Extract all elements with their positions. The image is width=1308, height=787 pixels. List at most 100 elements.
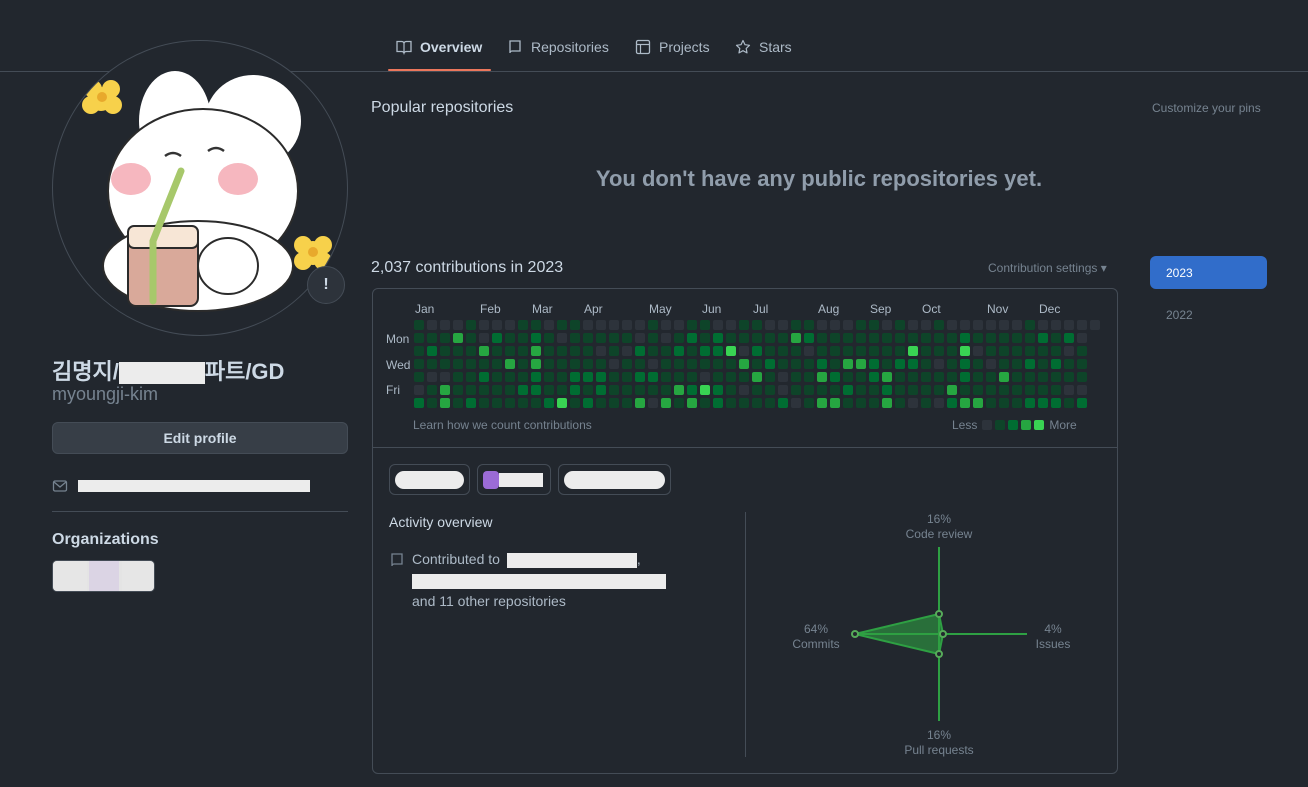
contribution-day-cell[interactable] [648,333,658,343]
contribution-day-cell[interactable] [570,372,580,382]
contribution-day-cell[interactable] [453,385,463,395]
contribution-day-cell[interactable] [674,333,684,343]
contribution-day-cell[interactable] [908,385,918,395]
contribution-day-cell[interactable] [999,385,1009,395]
contribution-day-cell[interactable] [804,372,814,382]
contribution-day-cell[interactable] [479,398,489,408]
contribution-day-cell[interactable] [1064,346,1074,356]
contribution-day-cell[interactable] [843,346,853,356]
contribution-day-cell[interactable] [596,398,606,408]
contribution-day-cell[interactable] [739,398,749,408]
contribution-day-cell[interactable] [635,333,645,343]
contribution-day-cell[interactable] [492,333,502,343]
contribution-day-cell[interactable] [622,333,632,343]
contribution-day-cell[interactable] [622,398,632,408]
contribution-day-cell[interactable] [427,320,437,330]
contribution-day-cell[interactable] [713,398,723,408]
contribution-day-cell[interactable] [1038,372,1048,382]
contribution-day-cell[interactable] [596,359,606,369]
contribution-day-cell[interactable] [921,385,931,395]
org-filter-chip[interactable] [389,464,470,495]
contribution-day-cell[interactable] [947,372,957,382]
org-filter-chip[interactable] [477,464,551,495]
contribution-day-cell[interactable] [479,333,489,343]
contribution-day-cell[interactable] [895,398,905,408]
contribution-day-cell[interactable] [856,385,866,395]
contribution-day-cell[interactable] [1012,385,1022,395]
contribution-day-cell[interactable] [700,385,710,395]
contribution-day-cell[interactable] [674,346,684,356]
contribution-day-cell[interactable] [752,333,762,343]
contribution-day-cell[interactable] [635,346,645,356]
contribution-day-cell[interactable] [882,333,892,343]
contribution-day-cell[interactable] [1051,359,1061,369]
contribution-day-cell[interactable] [570,398,580,408]
contribution-day-cell[interactable] [544,320,554,330]
contribution-day-cell[interactable] [518,359,528,369]
contribution-day-cell[interactable] [440,359,450,369]
contribution-day-cell[interactable] [895,359,905,369]
contribution-day-cell[interactable] [1012,333,1022,343]
contribution-day-cell[interactable] [427,346,437,356]
contribution-day-cell[interactable] [635,372,645,382]
contribution-day-cell[interactable] [830,385,840,395]
contribution-day-cell[interactable] [1090,320,1100,330]
contribution-day-cell[interactable] [609,359,619,369]
contribution-day-cell[interactable] [817,372,827,382]
contribution-day-cell[interactable] [856,398,866,408]
contribution-day-cell[interactable] [869,320,879,330]
contribution-day-cell[interactable] [934,398,944,408]
contribution-day-cell[interactable] [622,385,632,395]
contribution-day-cell[interactable] [986,372,996,382]
contribution-day-cell[interactable] [531,320,541,330]
contribution-day-cell[interactable] [739,359,749,369]
contribution-day-cell[interactable] [791,398,801,408]
contribution-day-cell[interactable] [830,333,840,343]
contribution-day-cell[interactable] [843,372,853,382]
contribution-day-cell[interactable] [973,346,983,356]
contribution-day-cell[interactable] [1051,372,1061,382]
contribution-day-cell[interactable] [687,372,697,382]
contribution-day-cell[interactable] [466,372,476,382]
contribution-day-cell[interactable] [687,385,697,395]
contribution-day-cell[interactable] [1025,320,1035,330]
contribution-day-cell[interactable] [791,385,801,395]
contribution-day-cell[interactable] [414,359,424,369]
contribution-day-cell[interactable] [687,320,697,330]
contribution-day-cell[interactable] [622,359,632,369]
contribution-day-cell[interactable] [882,359,892,369]
contribution-day-cell[interactable] [1064,359,1074,369]
contribution-day-cell[interactable] [440,385,450,395]
contribution-day-cell[interactable] [531,333,541,343]
contribution-day-cell[interactable] [1077,359,1087,369]
year-2022-button[interactable]: 2022 [1166,307,1193,322]
contribution-day-cell[interactable] [414,398,424,408]
contribution-day-cell[interactable] [622,320,632,330]
contribution-day-cell[interactable] [518,385,528,395]
contribution-day-cell[interactable] [778,320,788,330]
contribution-day-cell[interactable] [765,385,775,395]
contribution-day-cell[interactable] [518,372,528,382]
contribution-day-cell[interactable] [531,359,541,369]
contribution-day-cell[interactable] [739,346,749,356]
contribution-day-cell[interactable] [921,398,931,408]
contribution-day-cell[interactable] [1064,385,1074,395]
contribution-day-cell[interactable] [817,398,827,408]
contribution-day-cell[interactable] [635,398,645,408]
contribution-day-cell[interactable] [986,346,996,356]
contribution-day-cell[interactable] [583,385,593,395]
contribution-settings-dropdown[interactable]: Contribution settings ▾ [988,261,1107,275]
contribution-day-cell[interactable] [479,359,489,369]
contribution-day-cell[interactable] [908,320,918,330]
contribution-day-cell[interactable] [921,333,931,343]
contribution-day-cell[interactable] [1051,320,1061,330]
contribution-day-cell[interactable] [635,359,645,369]
contribution-day-cell[interactable] [869,333,879,343]
contribution-day-cell[interactable] [843,359,853,369]
contribution-day-cell[interactable] [557,398,567,408]
contribution-day-cell[interactable] [960,320,970,330]
contribution-day-cell[interactable] [440,398,450,408]
contribution-day-cell[interactable] [817,385,827,395]
contribution-day-cell[interactable] [869,398,879,408]
contribution-day-cell[interactable] [934,385,944,395]
